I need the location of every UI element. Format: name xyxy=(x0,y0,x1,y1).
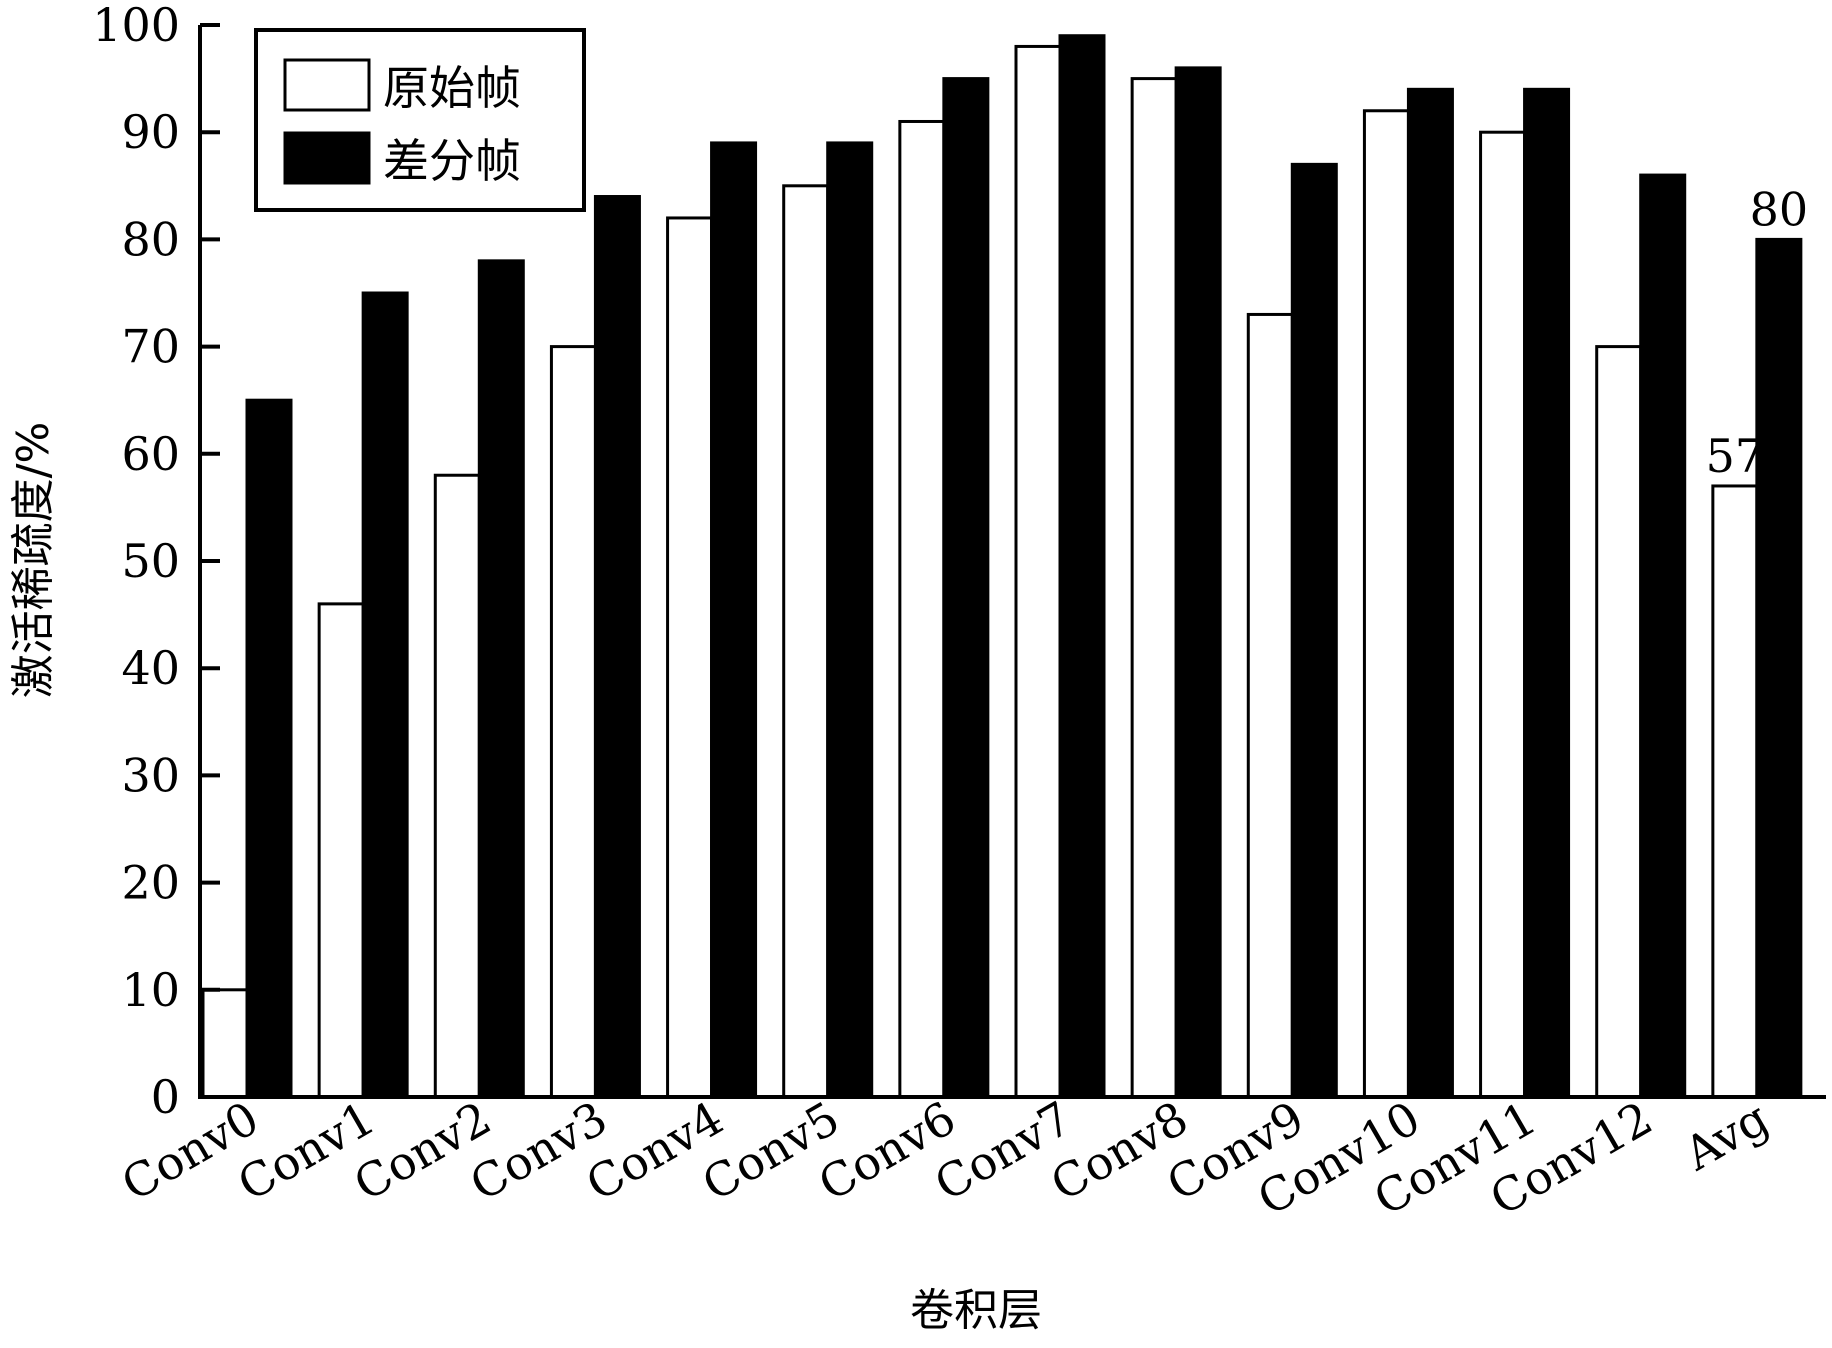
bar-original-conv10 xyxy=(1362,109,1410,1099)
bar-original-conv12 xyxy=(1595,345,1643,1099)
y-tick-label: 70 xyxy=(121,320,180,374)
bar-original-conv5 xyxy=(782,184,830,1099)
bar-diff-conv12 xyxy=(1639,173,1687,1099)
bar-original-conv8 xyxy=(1130,77,1178,1099)
bar-diff-conv9 xyxy=(1290,162,1338,1099)
bar-original-conv6 xyxy=(898,119,946,1099)
bar-diff-conv5 xyxy=(826,141,874,1099)
y-tick-label: 100 xyxy=(92,0,180,52)
bar-diff-conv2 xyxy=(477,259,525,1099)
y-tick-label: 90 xyxy=(121,105,180,159)
x-axis-title: 卷积层 xyxy=(910,1285,1042,1336)
legend-swatch-original xyxy=(283,58,371,112)
bar-diff-conv3 xyxy=(593,195,641,1099)
bar-original-conv11 xyxy=(1479,130,1527,1099)
y-tick-label: 80 xyxy=(121,212,180,266)
bar-diff-conv10 xyxy=(1406,87,1454,1099)
x-ticks-group: Conv0Conv1Conv2Conv3Conv4Conv5Conv6Conv7… xyxy=(113,1091,1778,1226)
annotations-group: 57 80 xyxy=(1706,182,1809,483)
bar-original-conv1 xyxy=(317,602,365,1099)
bar-original-conv2 xyxy=(433,473,481,1099)
x-tick-label: Avg xyxy=(1674,1091,1777,1182)
y-tick-label: 30 xyxy=(121,748,180,802)
bar-original-conv4 xyxy=(666,216,714,1099)
legend-label-diff: 差分帧 xyxy=(383,134,521,188)
bar-diff-conv7 xyxy=(1058,34,1106,1099)
bar-diff-conv8 xyxy=(1174,66,1222,1099)
bar-original-conv9 xyxy=(1246,312,1294,1099)
y-tick-label: 40 xyxy=(121,641,180,695)
y-ticks-group: 0 10 20 30 40 50 60 70 80 90 100 xyxy=(92,0,220,1124)
data-label-diff-avg: 80 xyxy=(1750,182,1809,236)
y-tick-label: 50 xyxy=(121,534,180,588)
bar-diff-conv11 xyxy=(1523,87,1571,1099)
bar-diff-conv1 xyxy=(361,291,409,1099)
bar-diff-avg xyxy=(1755,237,1803,1099)
legend-label-original: 原始帧 xyxy=(383,61,521,115)
legend: 原始帧 差分帧 xyxy=(254,28,586,212)
bar-original-conv7 xyxy=(1014,44,1062,1099)
bar-diff-conv6 xyxy=(942,77,990,1099)
bar-original-avg xyxy=(1711,484,1759,1099)
bar-diff-conv0 xyxy=(245,398,293,1099)
bar-original-conv3 xyxy=(549,345,597,1099)
y-tick-label: 10 xyxy=(121,963,180,1017)
y-tick-label: 20 xyxy=(121,856,180,910)
y-tick-label: 0 xyxy=(151,1070,180,1124)
bar-diff-conv4 xyxy=(710,141,758,1099)
bars-group xyxy=(201,34,1803,1099)
y-axis-title: 激活稀疏度/% xyxy=(8,422,59,699)
legend-swatch-diff xyxy=(283,131,371,185)
bar-original-conv0 xyxy=(201,988,249,1099)
y-tick-label: 60 xyxy=(121,427,180,481)
data-label-original-avg: 57 xyxy=(1706,429,1765,483)
